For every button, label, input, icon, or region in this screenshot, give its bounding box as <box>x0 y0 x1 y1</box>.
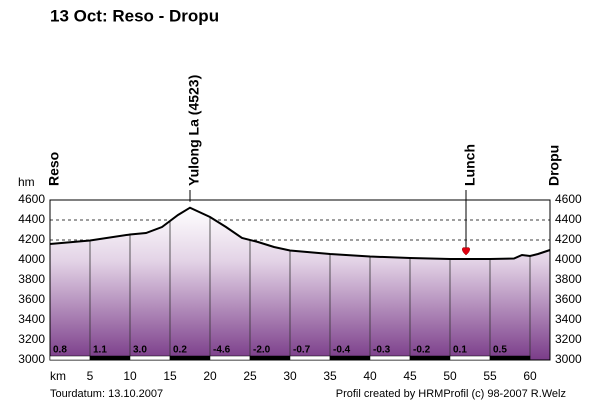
grade-label: 0.2 <box>173 345 187 356</box>
x-tick-label: 30 <box>283 369 297 383</box>
y-tick-label-right: 3200 <box>555 332 582 346</box>
grade-bar <box>89 355 131 361</box>
grade-bar <box>209 355 251 361</box>
x-tick-label: 45 <box>403 369 417 383</box>
x-tick-label: 35 <box>323 369 337 383</box>
grade-label: -2.0 <box>253 345 271 356</box>
y-axis-label: hm <box>18 175 35 189</box>
y-tick-label: 3200 <box>18 332 45 346</box>
y-tick-label: 3800 <box>18 272 45 286</box>
grade-label: -4.6 <box>213 345 231 356</box>
grade-bar <box>369 355 411 361</box>
grade-label: -0.2 <box>413 345 431 356</box>
grade-bar <box>169 355 211 361</box>
x-tick-label: 5 <box>87 369 94 383</box>
y-tick-label: 4200 <box>18 232 45 246</box>
grade-bar <box>129 355 171 361</box>
footer-right: Profil created by HRMProfil (c) 98-2007 … <box>336 388 566 400</box>
grade-label: 1.1 <box>93 345 107 356</box>
x-tick-label: 25 <box>243 369 257 383</box>
grade-label: 0.5 <box>493 345 507 356</box>
grade-bar <box>329 355 371 361</box>
profile-line <box>49 206 551 260</box>
x-tick-label: 60 <box>523 369 537 383</box>
y-tick-label: 3400 <box>18 312 45 326</box>
annotation-label: Lunch <box>462 144 478 186</box>
grade-bar <box>249 355 291 361</box>
grade-bar <box>49 355 91 361</box>
grade-label: 0.1 <box>453 345 467 356</box>
y-tick-label-right: 4600 <box>555 192 582 206</box>
grade-bar <box>449 355 491 361</box>
grade-bar <box>489 355 531 361</box>
area-fill <box>50 207 550 360</box>
x-tick-label: 20 <box>203 369 217 383</box>
annotation-label: Dropu <box>546 145 562 186</box>
grade-label: -0.3 <box>373 345 391 356</box>
y-tick-label: 3000 <box>18 352 45 366</box>
x-tick-label: 10 <box>123 369 137 383</box>
y-tick-label: 3600 <box>18 292 45 306</box>
y-tick-label: 4000 <box>18 252 45 266</box>
grade-label: 3.0 <box>133 345 147 356</box>
grade-label: 0.8 <box>53 345 67 356</box>
footer-left: Tourdatum: 13.10.2007 <box>50 388 163 400</box>
grade-bar <box>289 355 331 361</box>
y-tick-label-right: 3800 <box>555 272 582 286</box>
grade-label: -0.4 <box>333 345 351 356</box>
grade-label: -0.7 <box>293 345 311 356</box>
y-tick-label: 4600 <box>18 192 45 206</box>
x-tick-label: 40 <box>363 369 377 383</box>
x-tick-label: 50 <box>443 369 457 383</box>
y-tick-label-right: 4400 <box>555 212 582 226</box>
y-tick-label-right: 3600 <box>555 292 582 306</box>
y-tick-label-right: 3400 <box>555 312 582 326</box>
y-tick-label: 4400 <box>18 212 45 226</box>
x-axis-label: km <box>50 369 66 383</box>
y-tick-label-right: 3000 <box>555 352 582 366</box>
y-tick-label-right: 4200 <box>555 232 582 246</box>
annotation-label: Reso <box>46 152 62 186</box>
x-tick-label: 55 <box>483 369 497 383</box>
chart-title: 13 Oct: Reso - Dropu <box>50 6 219 25</box>
annotation-icon <box>462 247 470 256</box>
grade-bar <box>409 355 451 361</box>
y-tick-label-right: 4000 <box>555 252 582 266</box>
x-tick-label: 15 <box>163 369 177 383</box>
annotation-label: Yulong La (4523) <box>186 75 202 186</box>
